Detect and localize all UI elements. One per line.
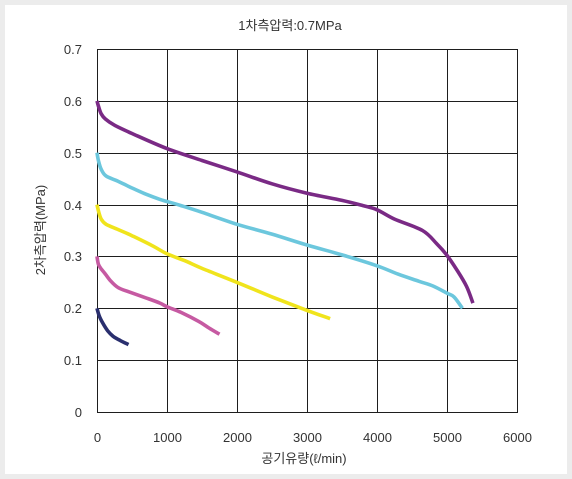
y-tick-label: 0.7 [64, 42, 82, 57]
x-tick-label: 4000 [363, 430, 392, 445]
series-line-3 [95, 204, 331, 321]
x-tick-label: 0 [94, 430, 101, 445]
series-line-2 [95, 152, 464, 310]
series-line-1 [95, 100, 475, 304]
y-axis-label: 2차측압력(MPa) [33, 185, 48, 275]
x-tick-label: 2000 [223, 430, 252, 445]
series-line-4 [95, 256, 221, 336]
series-lines [95, 100, 475, 347]
y-tick-label: 0.5 [64, 146, 82, 161]
y-tick-label: 0.6 [64, 94, 82, 109]
y-tick-label: 0.1 [64, 353, 82, 368]
series-line-5 [95, 307, 130, 347]
chart-title: 1차측압력:0.7MPa [238, 18, 342, 33]
y-tick-labels: 0 0.1 0.2 0.3 0.4 0.5 0.6 0.7 [64, 42, 82, 420]
x-tick-label: 3000 [293, 430, 322, 445]
x-tick-label: 6000 [503, 430, 532, 445]
y-tick-label: 0 [75, 405, 82, 420]
x-tick-label: 1000 [153, 430, 182, 445]
y-tick-label: 0.3 [64, 249, 82, 264]
x-tick-label: 5000 [433, 430, 462, 445]
y-tick-label: 0.4 [64, 198, 82, 213]
x-tick-labels: 0 1000 2000 3000 4000 5000 6000 [94, 430, 532, 445]
y-tick-label: 0.2 [64, 301, 82, 316]
x-axis-label: 공기유량(ℓ/min) [261, 451, 346, 466]
